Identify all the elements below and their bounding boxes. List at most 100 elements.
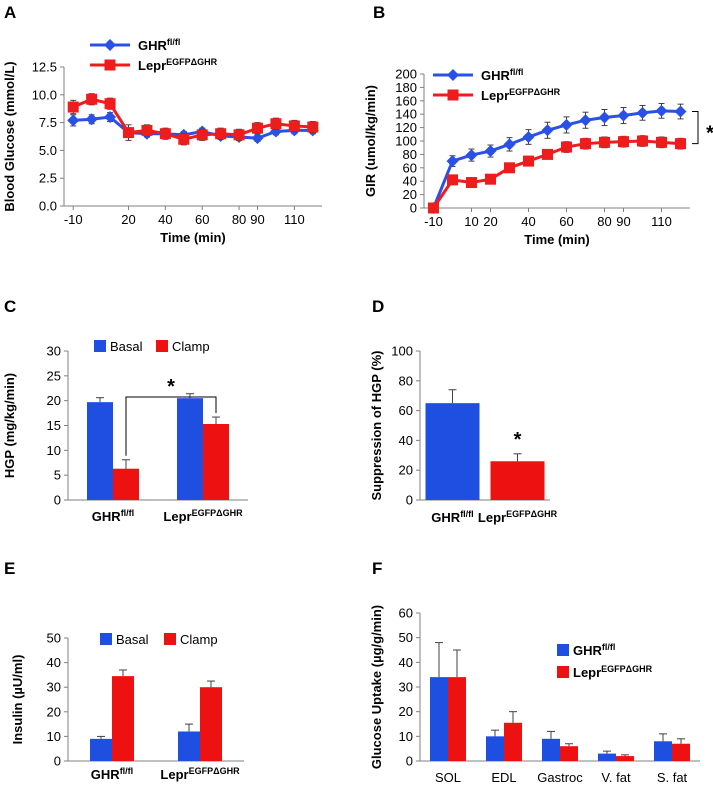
category-label: SOL [435, 770, 461, 785]
data-point [580, 138, 591, 150]
legend-swatch [156, 340, 168, 352]
y-tick-label: 80 [403, 147, 417, 162]
y-axis-title: HGP (mg/kg/min) [2, 373, 17, 478]
data-point [675, 138, 686, 150]
legend-label: Clamp [180, 632, 218, 647]
significance-star: * [514, 429, 522, 451]
chart-C: C 0 5 10 15 20 25 30 HGP (mg/kg/min) GHRfl/fl Lepr… [2, 297, 248, 524]
data-point [123, 127, 134, 139]
data-point [579, 114, 592, 127]
y-tick-label: 100 [395, 134, 417, 149]
category-label-base: Lepr [163, 509, 191, 524]
y-tick-label: 100 [391, 344, 413, 359]
data-point [484, 145, 497, 158]
x-tick-label: 90 [616, 214, 630, 229]
bar [560, 746, 578, 761]
bar [178, 731, 200, 761]
data-point [599, 136, 610, 148]
y-tick-label: 30 [47, 344, 61, 359]
y-tick-label: 30 [47, 680, 61, 695]
y-tick-label: 60 [399, 403, 413, 418]
y-tick-label: 80 [399, 373, 413, 388]
bar [504, 722, 522, 761]
panel-label: D [372, 297, 384, 316]
legend-swatch [557, 644, 569, 656]
bar [486, 736, 504, 761]
y-tick-label: 0 [406, 754, 413, 769]
category-label-sup: fl/fl [460, 509, 474, 519]
data-point [598, 111, 611, 124]
y-tick-label: 180 [395, 80, 417, 95]
x-tick-label: 40 [521, 214, 535, 229]
category-label-sup: EGFPΔGHR [192, 508, 243, 518]
bar [448, 677, 466, 761]
category-label: GHRfl/fl [431, 509, 473, 525]
legend-label: GHRfl/fl [138, 37, 180, 53]
y-tick-label: 40 [47, 655, 61, 670]
data-point [178, 133, 190, 145]
x-tick-label: 20 [121, 212, 135, 227]
data-point [465, 149, 478, 162]
data-point [307, 121, 319, 133]
data-point [560, 118, 573, 131]
legend-label: LeprEGFPΔGHR [138, 57, 218, 73]
legend-label-base: GHR [573, 643, 603, 658]
data-point [104, 98, 116, 110]
category-label: LeprEGFPΔGHR [163, 508, 243, 524]
legend-label: LeprEGFPΔGHR [481, 87, 561, 103]
data-point [270, 118, 282, 130]
data-point [67, 101, 79, 113]
category-label: LeprEGFPΔGHR [160, 766, 240, 782]
y-tick-label: 10.0 [32, 87, 57, 102]
y-axis-title: Suppression of HGP (%) [369, 351, 384, 501]
data-point [674, 105, 687, 118]
legend-label: LeprEGFPΔGHR [573, 664, 653, 680]
data-point [288, 120, 300, 132]
series-0 [427, 102, 687, 214]
x-tick-label: 110 [651, 214, 672, 229]
y-tick-label: 12.5 [32, 60, 57, 75]
bar [113, 468, 139, 500]
category-label-sup: EGFPΔGHR [189, 766, 240, 776]
category-label-base: GHR [431, 510, 461, 525]
y-tick-label: 20 [47, 704, 61, 719]
x-tick-label: 60 [559, 214, 573, 229]
data-point [67, 114, 80, 127]
x-tick-label: 110 [284, 212, 305, 227]
y-tick-label: 10 [399, 729, 413, 744]
data-point [655, 104, 668, 117]
y-tick-label: 30 [399, 680, 413, 695]
legend-marker [447, 69, 459, 81]
chart-A: A 0.0 2.5 5.0 7.5 10.0 12.5 -10 20 40 60 80 90 110 Tim… [2, 3, 322, 245]
bar [490, 461, 545, 500]
x-tick-label: 80 [597, 214, 611, 229]
bar [200, 687, 222, 761]
bar [672, 743, 690, 761]
x-tick-label: 40 [158, 212, 172, 227]
chart-F: F 0 10 20 30 40 50 60 Glucose Uptake (µg/g/min) S… [369, 559, 700, 785]
y-tick-label: 160 [395, 93, 417, 108]
category-label: LeprEGFPΔGHR [478, 509, 558, 525]
bar [654, 741, 672, 761]
bar [203, 424, 229, 500]
y-axis-title: Blood Glucose (mmol/L) [2, 61, 17, 211]
category-label: S. fat [657, 770, 688, 785]
data-point [522, 130, 535, 143]
category-label: EDL [491, 770, 516, 785]
legend-marker [104, 59, 116, 71]
data-point [504, 162, 515, 174]
data-point [523, 155, 534, 167]
chart-E: E 0 10 20 30 40 50 Insulin (µU/ml) GHRfl/fl LeprE… [4, 559, 244, 782]
panel-label: F [372, 559, 382, 578]
y-tick-label: 15 [47, 418, 61, 433]
significance-star: * [706, 123, 713, 145]
x-axis-title: Time (min) [524, 232, 590, 247]
legend-label: Basal [110, 339, 143, 354]
panel-label: E [4, 559, 15, 578]
legend-swatch [164, 633, 176, 645]
data-point [215, 128, 227, 140]
series-1 [67, 93, 319, 146]
legend-swatch [94, 340, 106, 352]
data-point [637, 135, 648, 147]
legend-label-base: GHR [138, 38, 168, 53]
